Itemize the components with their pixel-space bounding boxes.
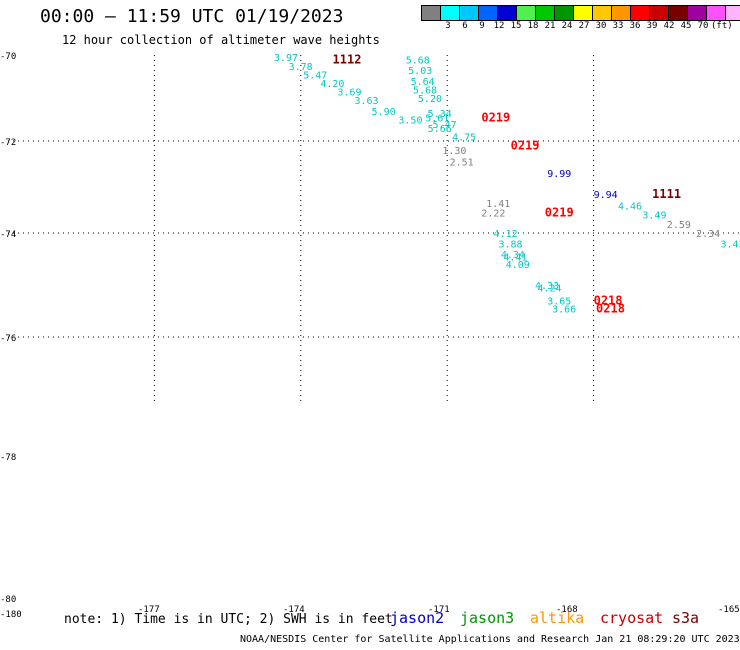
pass-time-label: 0218 [596, 301, 625, 315]
satellite-label-altika: altika [530, 609, 585, 627]
credit-line: NOAA/NESDIS Center for Satellite Applica… [240, 634, 740, 645]
wave-height-value: 3.69 [337, 88, 361, 99]
wave-height-value: 2.34 [696, 229, 720, 240]
lat-tick-label: -72 [0, 138, 16, 148]
lat-tick-label: -76 [0, 334, 16, 344]
pass-time-label: 0219 [545, 205, 574, 219]
page-subtitle: 12 hour collection of altimeter wave hei… [62, 33, 380, 47]
legend-label: 45 [680, 21, 692, 31]
lat-tick-label: -78 [0, 453, 16, 463]
pass-time-label: 0219 [511, 139, 540, 153]
wave-height-value: 4.24 [537, 284, 561, 295]
wave-height-value: 3.78 [289, 62, 313, 73]
footer-note: note: 1) Time is in UTC; 2) SWH is in fe… [64, 612, 393, 627]
wave-height-value: 2.51 [450, 158, 474, 169]
wave-height-value: 4.33 [535, 281, 559, 292]
wave-height-value: 2.22 [481, 208, 505, 219]
wave-height-value: 5.34 [428, 109, 452, 120]
wave-height-value: 4.75 [452, 133, 476, 144]
pass-time-label: 1111 [652, 187, 681, 201]
wave-height-value: 5.20 [418, 94, 442, 105]
wave-height-value: 4.41 [503, 252, 527, 263]
legend-label: 39 [646, 21, 658, 31]
wave-height-value: 3.63 [354, 96, 378, 107]
pass-time-label: 0219 [481, 110, 510, 124]
legend-label: 12 [493, 21, 505, 31]
wave-height-value: 3.49 [642, 211, 666, 222]
wave-height-value: 1.41 [486, 199, 510, 210]
satellite-label-jason3: jason3 [460, 609, 515, 627]
wave-height-value: 4.12 [494, 229, 518, 240]
legend-label: (ft) [711, 21, 733, 31]
wave-height-value: 5.61 [425, 113, 449, 124]
lon-tick-label: -180 [0, 610, 22, 620]
satellite-label-cryosat: cryosat [600, 609, 664, 627]
wave-height-value: 9.99 [547, 169, 571, 180]
wave-height-value: 3.65 [547, 297, 571, 308]
legend-label: 15 [510, 21, 522, 31]
legend-label: 42 [663, 21, 675, 31]
lon-tick-label: -174 [283, 605, 305, 615]
lat-tick-label: -80 [0, 595, 16, 605]
wave-height-value: 3.97 [274, 53, 298, 64]
color-legend [421, 5, 740, 21]
wave-height-value: 3.66 [552, 304, 576, 315]
lon-tick-label: -177 [138, 605, 160, 615]
wave-height-value: 5.03 [408, 66, 432, 77]
lat-tick-label: -70 [0, 52, 16, 62]
wave-height-value: 2.59 [667, 220, 691, 231]
wave-height-value: 4.20 [320, 79, 344, 90]
legend-swatch [725, 5, 740, 21]
lon-tick-label: -168 [556, 605, 578, 615]
wave-height-value: 4.09 [506, 260, 530, 271]
wave-height-value: 4.34 [501, 250, 525, 261]
wave-height-value: 9.94 [594, 190, 618, 201]
legend-label: 36 [629, 21, 641, 31]
lon-tick-label: -165 [718, 605, 740, 615]
wave-observations: 3.973.785.474.203.693.635.903.505.685.03… [274, 53, 740, 315]
wave-height-value: 5.90 [372, 107, 396, 118]
wave-height-value: 5.47 [303, 70, 327, 81]
pass-time-label: 1112 [333, 52, 362, 66]
legend-label: 33 [612, 21, 624, 31]
wave-height-value: 3.50 [398, 116, 422, 127]
wave-height-value: 3.43 [720, 239, 740, 250]
legend-label: 21 [544, 21, 556, 31]
satellite-label-jason2: jason2 [390, 609, 445, 627]
wave-height-value: 3.88 [498, 239, 522, 250]
legend-label: 6 [462, 21, 468, 31]
lat-tick-label: -74 [0, 230, 16, 240]
axis-ticks: -70 -72 -74 -76 -78 -80 -180 -177 -174 -171 -168 -1… [0, 52, 740, 620]
legend-label: 27 [578, 21, 590, 31]
wave-height-value: 5.64 [411, 77, 435, 88]
legend-label: 24 [561, 21, 573, 31]
wave-height-value: 5.47 [433, 120, 457, 131]
page-title: 00:00 – 11:59 UTC 01/19/2023 [40, 6, 344, 27]
map-grid [8, 55, 740, 405]
legend-label: 30 [595, 21, 607, 31]
wave-height-value: 5.68 [413, 85, 437, 96]
legend-label: 9 [479, 21, 485, 31]
satellite-label-s3a: s3a [672, 609, 700, 627]
legend-label: 70 [697, 21, 709, 31]
wave-height-value: 5.68 [406, 55, 430, 66]
lon-tick-label: -171 [428, 605, 450, 615]
pass-time-label: 0218 [594, 294, 623, 308]
legend-label: 18 [527, 21, 539, 31]
legend-label: 3 [445, 21, 451, 31]
wave-height-value: 5.66 [428, 124, 452, 135]
wave-height-value: 4.46 [618, 201, 642, 212]
wave-height-value: 1.30 [442, 146, 466, 157]
